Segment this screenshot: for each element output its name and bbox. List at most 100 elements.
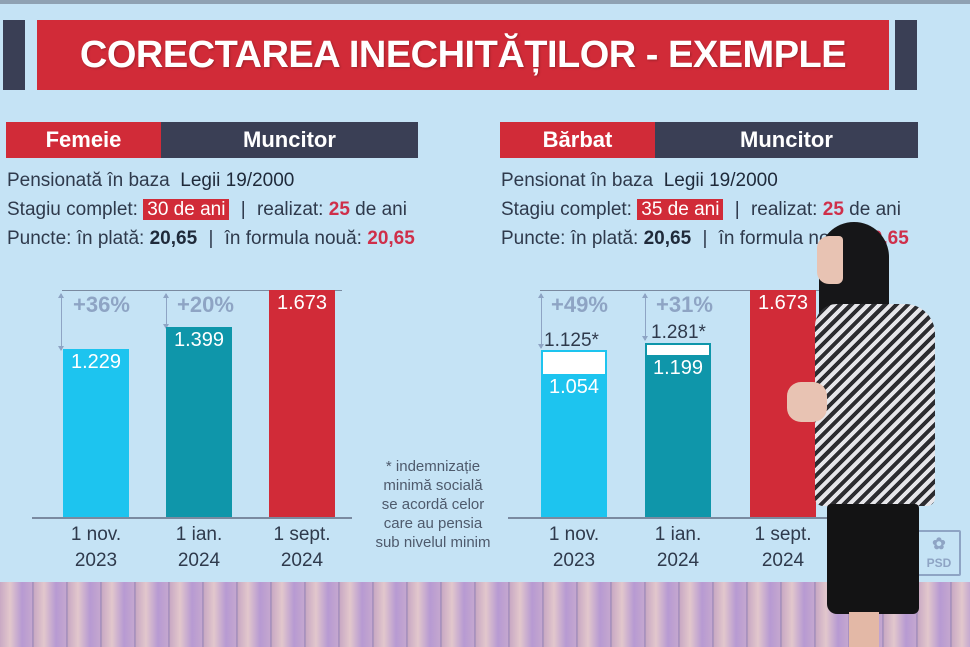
rose-icon: ✿ (932, 536, 946, 553)
x-label: 1 nov. 2023 (46, 522, 146, 574)
law-prefix: Pensionat în baza (501, 170, 654, 191)
x-label-line: 1 ian. (175, 524, 223, 545)
law-name: Legii 19/2000 (663, 170, 778, 191)
presenter-face (817, 236, 843, 284)
x-label: 1 ian. 2024 (149, 522, 249, 574)
increase-arrow (538, 293, 544, 349)
presenter-figure (787, 222, 937, 647)
bar-value: 1.054 (548, 376, 600, 398)
info-line-law: Pensionată în baza Legii 19/2000 (7, 166, 415, 195)
supplement-value: 1.281* (651, 322, 706, 343)
x-label-line: 1 ian. (654, 524, 702, 545)
stagiu-full-badge: 35 de ani (637, 199, 724, 220)
presenter-hands (787, 382, 827, 422)
title-right-accent (895, 20, 917, 90)
x-label-line: 1 nov. (70, 524, 122, 545)
psd-logo: ✿ PSD (917, 530, 961, 576)
separator: | (702, 228, 708, 249)
bar-1-ian-2024: 1.399 (166, 327, 232, 517)
footnote-line: minimă socială (383, 477, 483, 494)
realized-value: 25 (822, 199, 844, 220)
category-label: Muncitor (655, 122, 918, 158)
points-label: Puncte: în plată: (7, 228, 145, 249)
sex-label: Bărbat (500, 122, 655, 158)
title-banner: CORECTAREA INECHITĂȚILOR - EXEMPLE (0, 20, 970, 90)
realized-value: 25 (328, 199, 350, 220)
footnote-line: se acordă celor (381, 496, 485, 513)
supplement-cap (645, 343, 711, 355)
realized-unit: de ani (355, 199, 407, 220)
bar-1-nov-2023: 1.229 (63, 349, 129, 517)
x-label-line: 2024 (656, 550, 700, 571)
bar-chart-barbat: +49% 1.125* +31% 1.281* 1.054 1.199 1.67… (500, 290, 970, 580)
increase-label: +20% (177, 292, 234, 317)
points-paid: 20,65 (643, 228, 692, 249)
title-left-accent (3, 20, 25, 90)
bar-1-ian-2024: 1.199 (645, 343, 711, 517)
x-label-line: 2024 (177, 550, 221, 571)
law-prefix: Pensionată în baza (7, 170, 170, 191)
presenter-leg (849, 612, 879, 647)
bar-value: 1.673 (276, 292, 328, 314)
x-label-line: 2024 (761, 550, 805, 571)
supplement-value: 1.125* (544, 330, 599, 351)
increase-label: +31% (656, 292, 713, 317)
increase-label: +49% (551, 292, 608, 317)
bar-value: 1.399 (173, 329, 225, 351)
law-name: Legii 19/2000 (180, 170, 295, 191)
presenter-jacket (815, 304, 935, 506)
points-new-label: în formula nouă: (224, 228, 362, 249)
points-paid: 20,65 (149, 228, 198, 249)
separator: | (240, 199, 246, 220)
footnote-line: * indemnizație (385, 458, 481, 475)
x-label-line: 1 sept. (273, 524, 331, 545)
logo-text: PSD (926, 556, 952, 570)
footnote-line: care au pensia (383, 515, 483, 532)
bar-1-sept-2024: 1.673 (269, 290, 335, 517)
x-label: 1 sept. 2024 (252, 522, 352, 574)
info-block: Pensionat în baza Legii 19/2000 Stagiu c… (501, 166, 909, 253)
panel-header: Bărbat Muncitor (500, 122, 918, 158)
top-strip (0, 0, 970, 4)
realized-unit: de ani (849, 199, 901, 220)
increase-label: +36% (73, 292, 130, 317)
bar-chart-femeie: +36% +20% 1.229 1.399 1.673 1 nov. 2023 … (6, 290, 476, 580)
x-label-line: 2024 (280, 550, 324, 571)
page-title: CORECTAREA INECHITĂȚILOR - EXEMPLE (37, 20, 889, 90)
separator: | (208, 228, 214, 249)
display-screen: CORECTAREA INECHITĂȚILOR - EXEMPLE Femei… (0, 0, 970, 576)
reference-line (540, 290, 830, 291)
panel-barbat: Bărbat Muncitor Pensionat în baza Legii … (500, 122, 970, 572)
presenter-skirt (827, 504, 919, 614)
realized-label: realizat: (750, 199, 818, 220)
x-label-line: 2023 (74, 550, 118, 571)
bar-1-nov-2023: 1.054 (541, 350, 607, 517)
category-label: Muncitor (161, 122, 418, 158)
x-label: 1 ian. 2024 (628, 522, 728, 574)
bar-value: 1.199 (652, 357, 704, 379)
stagiu-label: Stagiu complet: (7, 199, 138, 220)
baseline (32, 517, 352, 519)
footnote: * indemnizație minimă socială se acordă … (358, 457, 508, 552)
info-line-stagiu: Stagiu complet: 30 de ani | realizat: 25… (7, 195, 415, 224)
panel-femeie: Femeie Muncitor Pensionată în baza Legii… (6, 122, 476, 572)
bar-value: 1.229 (70, 351, 122, 373)
separator: | (734, 199, 740, 220)
points-label: Puncte: în plată: (501, 228, 639, 249)
sex-label: Femeie (6, 122, 161, 158)
x-label: 1 sept. 2024 (733, 522, 833, 574)
info-line-puncte: Puncte: în plată: 20,65 | în formula nou… (7, 224, 415, 253)
reference-line (62, 290, 342, 291)
stagiu-full-badge: 30 de ani (143, 199, 230, 220)
info-line-stagiu: Stagiu complet: 35 de ani | realizat: 25… (501, 195, 909, 224)
points-new: 20,65 (367, 228, 415, 249)
studio-floor-panels (0, 582, 970, 647)
stagiu-label: Stagiu complet: (501, 199, 632, 220)
realized-label: realizat: (256, 199, 324, 220)
bar-value: 1.673 (757, 292, 809, 314)
increase-arrow (642, 293, 648, 341)
baseline (508, 517, 838, 519)
increase-arrow (163, 293, 169, 329)
x-label: 1 nov. 2023 (524, 522, 624, 574)
info-block: Pensionată în baza Legii 19/2000 Stagiu … (7, 166, 415, 253)
